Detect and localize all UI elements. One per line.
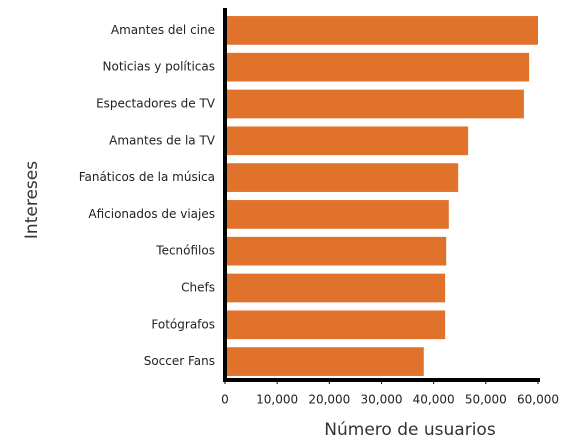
y-tick-label: Noticias y políticas <box>103 60 216 74</box>
x-tick-label: 30,000 <box>361 393 403 407</box>
bar <box>225 52 530 82</box>
x-tick-label: 0 <box>221 393 229 407</box>
bar <box>225 273 446 303</box>
y-tick-label: Amantes del cine <box>111 23 215 37</box>
bar <box>225 310 446 340</box>
x-tick-label: 20,000 <box>308 393 350 407</box>
bar <box>225 163 459 192</box>
x-tick-label: 50,000 <box>465 393 507 407</box>
x-axis-title: Número de usuarios <box>324 420 496 440</box>
y-tick-label: Fanáticos de la música <box>79 170 215 184</box>
bar <box>225 236 447 266</box>
x-tick-label: 40,000 <box>413 393 455 407</box>
x-tick-label: 60,000 <box>517 393 559 407</box>
bar <box>225 16 538 45</box>
y-tick-label: Aficionados de viajes <box>88 207 215 221</box>
x-tick-label: 10,000 <box>256 393 298 407</box>
y-tick-label: Fotógrafos <box>151 317 215 331</box>
bar <box>225 89 524 119</box>
y-tick-label: Amantes de la TV <box>109 133 216 147</box>
bar <box>225 347 424 376</box>
y-tick-label: Tecnófilos <box>155 244 215 258</box>
y-tick-label: Soccer Fans <box>144 354 215 368</box>
bar <box>225 200 449 229</box>
y-tick-label: Espectadores de TV <box>96 97 216 111</box>
bar <box>225 126 469 156</box>
y-axis-title: Intereses <box>22 161 42 239</box>
y-tick-label: Chefs <box>181 281 215 295</box>
